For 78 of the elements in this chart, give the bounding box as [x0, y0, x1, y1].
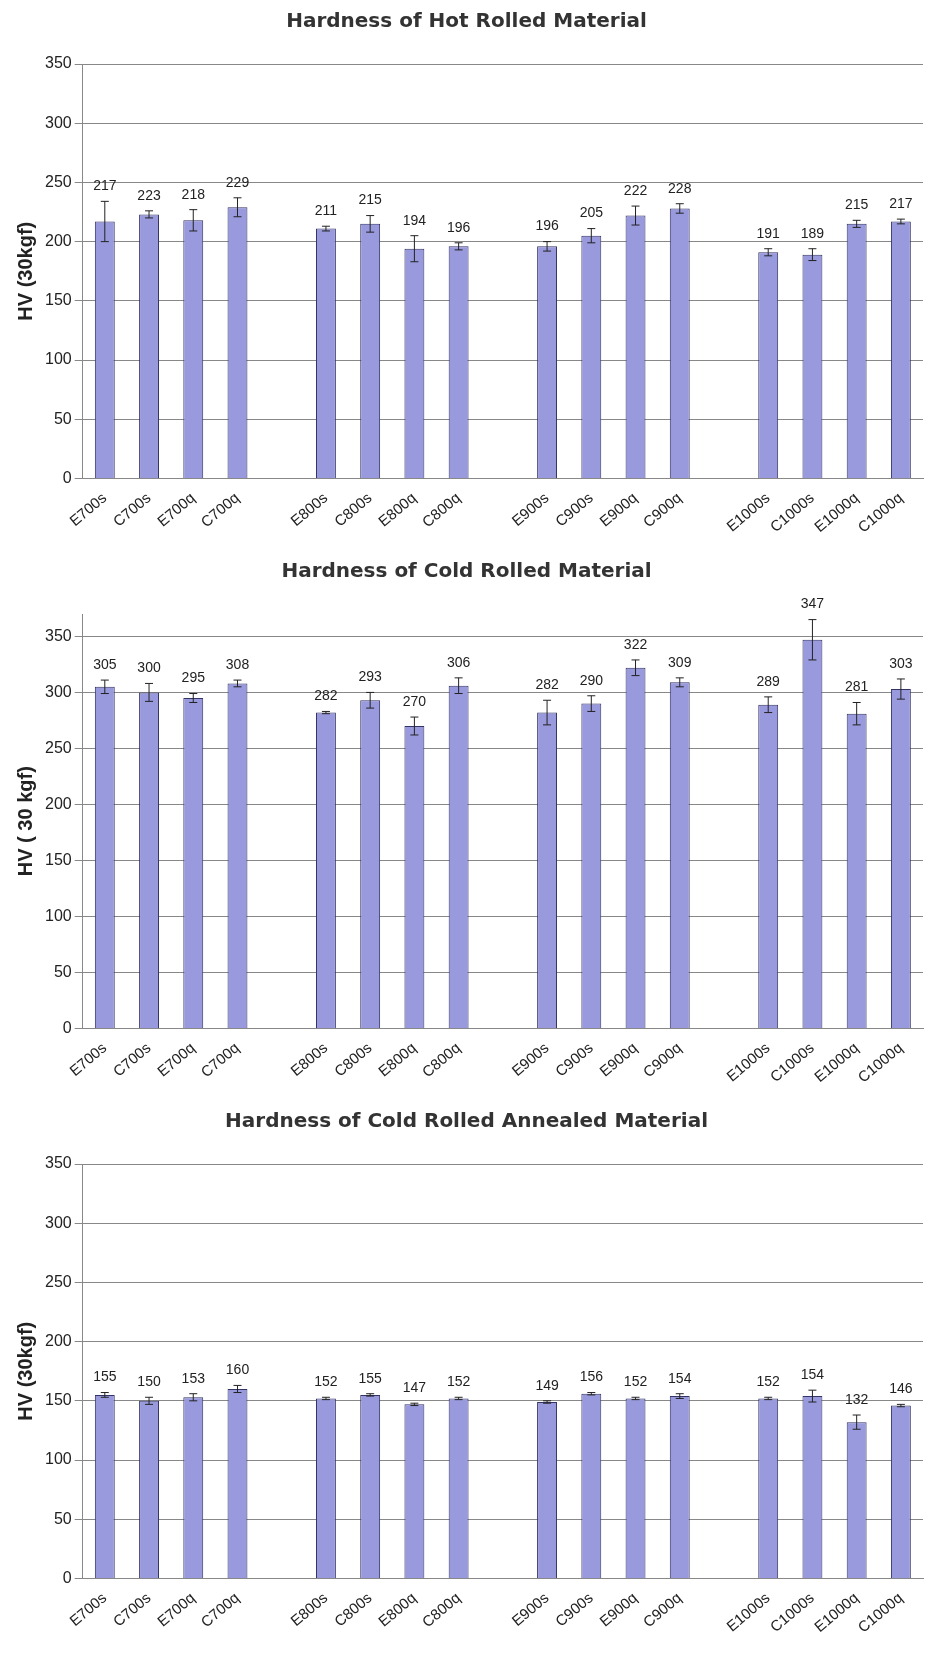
data-label: 282: [535, 676, 559, 693]
data-label: 215: [358, 191, 383, 208]
y-axis-title: HV ( 30 kgf): [13, 766, 36, 877]
y-tick-label: 350: [44, 626, 72, 644]
data-label: 281: [844, 678, 869, 695]
data-label: 155: [93, 1368, 117, 1385]
data-label: 289: [756, 672, 781, 689]
data-label: 222: [623, 181, 648, 198]
y-tick-label: 200: [44, 1332, 72, 1350]
data-label: 306: [446, 653, 471, 670]
data-label: 194: [402, 211, 427, 228]
data-label: 215: [844, 196, 869, 213]
data-label: 303: [889, 654, 913, 671]
data-label: 152: [756, 1373, 781, 1390]
data-label: 309: [668, 653, 692, 670]
data-label: 150: [137, 1373, 161, 1390]
chart-title: Hardness of Cold Rolled Material: [281, 558, 652, 583]
data-label: 155: [358, 1369, 383, 1386]
data-label: 270: [402, 692, 427, 709]
data-label: 293: [358, 668, 383, 685]
data-label: 146: [889, 1380, 913, 1397]
y-tick-label: 200: [44, 232, 72, 250]
y-tick-label: 200: [44, 794, 72, 812]
y-tick-label: 350: [44, 54, 72, 72]
y-tick-label: 300: [44, 113, 72, 131]
y-tick-label: 150: [44, 291, 72, 309]
data-label: 322: [623, 635, 648, 652]
y-axis-title: HV (30kgf): [13, 1321, 36, 1421]
data-label: 160: [225, 1361, 250, 1378]
data-label: 152: [623, 1373, 648, 1390]
y-tick-label: 100: [44, 350, 72, 368]
y-tick-label: 250: [44, 738, 72, 756]
data-label: 132: [844, 1390, 869, 1407]
data-label: 229: [225, 173, 250, 190]
y-tick-label: 300: [44, 682, 72, 700]
data-label: 152: [446, 1373, 471, 1390]
data-label: 153: [181, 1369, 206, 1386]
data-label: 300: [137, 659, 161, 676]
data-label: 223: [137, 186, 161, 203]
data-label: 154: [668, 1369, 692, 1386]
data-label: 196: [446, 218, 471, 235]
data-label: 228: [668, 179, 692, 196]
y-tick-label: 350: [44, 1154, 72, 1172]
data-label: 154: [800, 1366, 825, 1383]
data-label: 196: [535, 217, 559, 234]
y-tick-label: 150: [44, 1391, 72, 1409]
y-tick-label: 50: [53, 409, 72, 427]
data-label: 282: [314, 687, 338, 704]
data-label: 205: [579, 204, 604, 221]
y-tick-label: 250: [44, 1272, 72, 1290]
data-label: 305: [93, 655, 117, 672]
data-label: 211: [314, 202, 338, 219]
y-tick-label: 250: [44, 172, 72, 190]
y-tick-label: 150: [44, 850, 72, 868]
y-tick-label: 100: [44, 906, 72, 924]
y-tick-label: 50: [53, 1509, 72, 1527]
data-label: 149: [535, 1376, 559, 1393]
data-label: 295: [181, 669, 206, 686]
y-tick-label: 0: [62, 468, 72, 486]
data-label: 189: [800, 224, 825, 241]
y-tick-label: 100: [44, 1450, 72, 1468]
data-label: 347: [800, 595, 825, 612]
data-label: 290: [579, 671, 604, 688]
data-label: 217: [889, 194, 913, 211]
chart-title: Hardness of Hot Rolled Material: [286, 8, 647, 33]
chart-title: Hardness of Cold Rolled Annealed Material: [225, 1108, 708, 1133]
data-label: 152: [314, 1373, 338, 1390]
data-label: 156: [579, 1368, 604, 1385]
y-tick-label: 300: [44, 1213, 72, 1231]
data-label: 147: [402, 1379, 427, 1396]
data-label: 308: [225, 655, 250, 672]
y-tick-label: 50: [53, 962, 72, 980]
data-label: 217: [93, 177, 117, 194]
y-tick-label: 0: [62, 1018, 72, 1036]
data-label: 191: [756, 224, 781, 241]
y-axis-title: HV (30kgf): [13, 221, 36, 321]
data-label: 218: [181, 185, 206, 202]
y-tick-label: 0: [62, 1568, 72, 1586]
